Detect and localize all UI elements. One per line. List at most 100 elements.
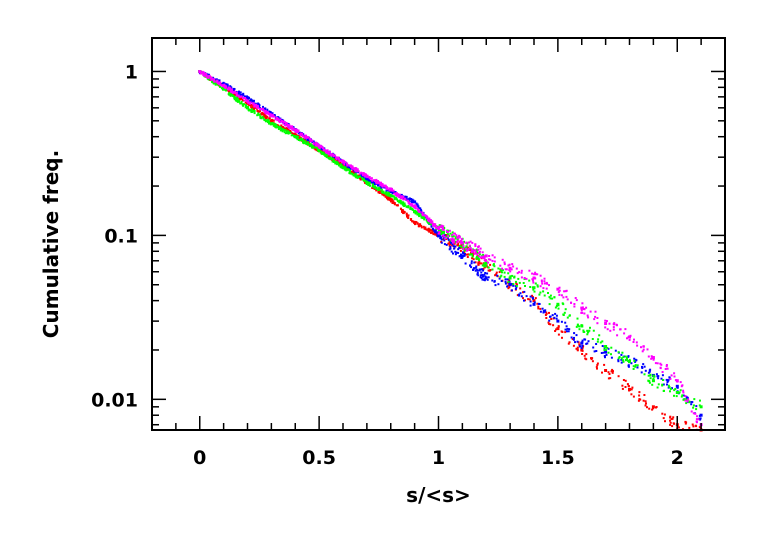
data-point [617, 360, 620, 363]
data-point [466, 256, 469, 258]
data-point [287, 128, 290, 131]
data-point [472, 250, 475, 253]
data-point [263, 119, 266, 121]
data-point [375, 189, 378, 192]
data-point [640, 371, 643, 374]
data-point [451, 244, 454, 247]
data-point [580, 306, 584, 310]
data-point [479, 250, 481, 253]
data-point [351, 166, 354, 169]
data-point [696, 415, 698, 418]
data-point [519, 287, 522, 290]
data-point [324, 155, 327, 157]
data-point [475, 250, 478, 253]
data-point [491, 254, 494, 257]
data-point [470, 262, 473, 265]
data-point [553, 316, 556, 319]
data-point [598, 334, 601, 337]
data-point [628, 389, 631, 392]
data-point [642, 363, 645, 366]
data-point [513, 275, 516, 278]
data-point [613, 323, 616, 326]
data-point [318, 150, 321, 153]
data-point [442, 234, 445, 237]
data-point [493, 280, 496, 283]
data-point [273, 114, 276, 116]
data-point [545, 317, 548, 319]
data-point [684, 395, 687, 398]
data-point [632, 368, 635, 370]
data-point [325, 153, 328, 156]
data-point [325, 150, 327, 153]
data-point [454, 253, 457, 256]
data-point [582, 329, 585, 332]
data-point [302, 140, 305, 143]
data-point [627, 364, 630, 367]
data-point [272, 119, 275, 122]
data-point [253, 108, 255, 111]
data-point [399, 199, 402, 202]
data-point [422, 225, 425, 228]
data-point [537, 302, 540, 305]
data-point [401, 209, 404, 212]
data-point [620, 357, 623, 360]
data-point [666, 367, 669, 370]
data-point [348, 164, 351, 167]
data-point [532, 286, 536, 290]
data-point [274, 125, 277, 128]
data-point [322, 153, 325, 156]
data-point [666, 381, 669, 383]
data-point [500, 280, 503, 282]
data-point [452, 235, 455, 238]
data-point [634, 365, 637, 368]
data-point [622, 379, 625, 381]
data-point [481, 251, 484, 254]
data-point [240, 100, 243, 103]
data-point [290, 126, 293, 129]
data-point [587, 316, 590, 319]
data-point [537, 305, 540, 308]
data-point [256, 114, 259, 117]
data-point [534, 273, 537, 276]
data-point [380, 183, 383, 186]
data-point [536, 285, 539, 288]
data-point [573, 305, 576, 308]
data-point [284, 129, 287, 132]
data-point [395, 192, 398, 195]
data-point [515, 285, 518, 287]
data-point [381, 184, 384, 187]
data-point [653, 375, 656, 378]
data-point [467, 253, 469, 256]
data-point [366, 175, 369, 178]
data-point [508, 269, 511, 272]
data-point [485, 260, 488, 262]
data-point [430, 219, 432, 222]
data-point [247, 96, 250, 99]
data-point [619, 328, 622, 331]
data-point [325, 151, 328, 154]
data-point [302, 141, 305, 144]
data-point [269, 120, 272, 123]
data-point [592, 329, 595, 332]
data-point [327, 151, 330, 153]
data-point [544, 309, 547, 312]
data-point [509, 275, 512, 278]
data-point [257, 112, 260, 115]
data-point [468, 241, 471, 244]
data-point [682, 389, 685, 392]
data-point [241, 99, 244, 102]
data-point [407, 199, 410, 202]
data-point [276, 124, 279, 127]
data-point [418, 209, 421, 212]
data-point [405, 212, 408, 215]
data-point [525, 277, 528, 280]
data-point [279, 126, 282, 129]
data-point [495, 273, 497, 276]
data-point [295, 130, 298, 133]
data-point [514, 285, 517, 288]
data-point [286, 132, 289, 134]
data-point [233, 95, 236, 98]
data-point [406, 215, 408, 217]
data-point [695, 405, 698, 408]
data-point [399, 207, 402, 210]
